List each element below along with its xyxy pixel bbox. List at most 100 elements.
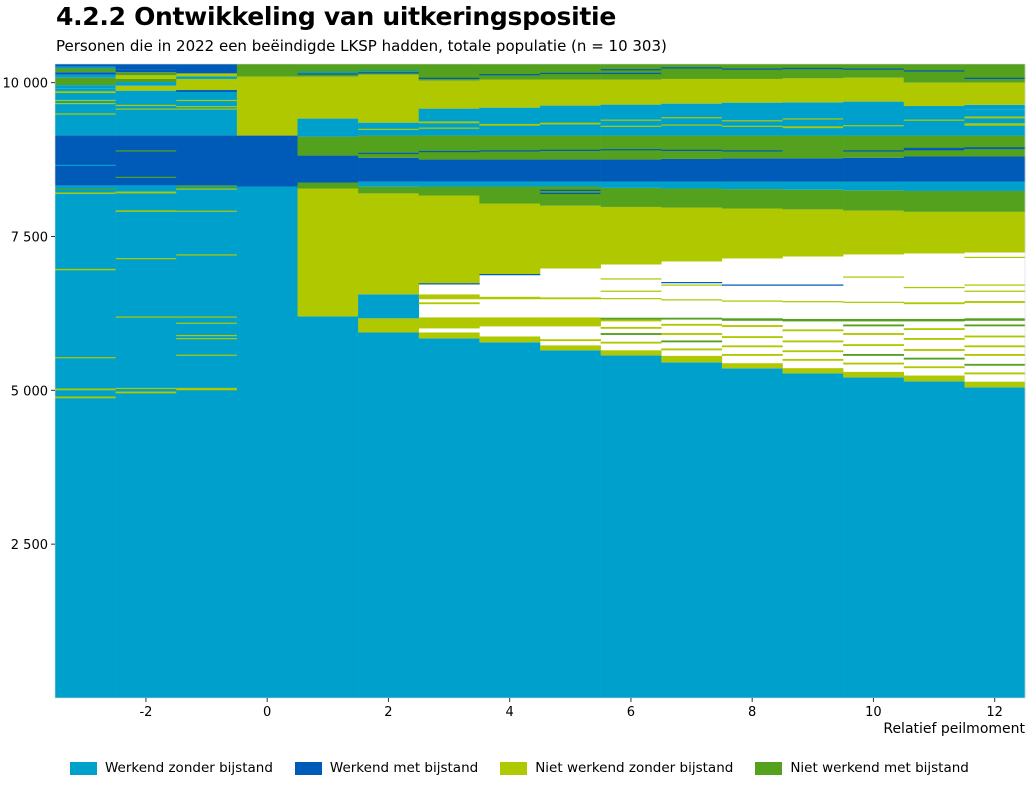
chart-title: 4.2.2 Ontwikkeling van uitkeringspositie — [56, 2, 616, 31]
sequence-segment — [540, 339, 601, 342]
sequence-segment — [418, 77, 480, 79]
x-tick-label: 0 — [263, 705, 271, 720]
sequence-segment — [358, 186, 420, 194]
sequence-segment — [843, 301, 905, 303]
sequence-segment — [176, 73, 238, 77]
sequence-segment — [479, 342, 541, 698]
sequence-segment — [782, 181, 844, 190]
sequence-segment — [661, 284, 723, 286]
sequence-segment — [297, 118, 359, 137]
sequence-segment — [661, 362, 723, 698]
sequence-segment — [540, 181, 601, 187]
sequence-segment — [600, 69, 662, 71]
sequence-segment — [661, 340, 723, 343]
sequence-segment — [843, 135, 905, 158]
sequence-segment — [479, 203, 541, 275]
legend-swatch — [755, 761, 783, 775]
sequence-segment — [843, 190, 905, 211]
sequence-segment — [479, 150, 541, 152]
sequence-segment — [721, 150, 783, 152]
sequence-segment — [358, 294, 420, 319]
sequence-segment — [418, 302, 480, 305]
sequence-segment — [55, 135, 116, 186]
legend: Werkend zonder bijstand Werkend met bijs… — [70, 760, 969, 776]
sequence-segment — [176, 90, 238, 136]
legend-item: Niet werkend met bijstand — [755, 760, 969, 776]
sequence-segment — [115, 108, 177, 110]
sequence-segment — [600, 319, 662, 322]
sequence-segment — [55, 188, 116, 190]
sequence-segment — [721, 189, 783, 209]
sequence-segment — [721, 120, 783, 122]
sequence-segment — [176, 254, 238, 256]
y-tick-label: 2 500 — [11, 538, 48, 553]
sequence-segment — [903, 328, 965, 331]
sequence-segment — [721, 368, 783, 698]
sequence-segment — [843, 371, 905, 378]
sequence-segment — [721, 336, 783, 339]
sequence-segment — [661, 348, 723, 351]
sequence-segment — [479, 274, 541, 276]
x-tick-label: 6 — [627, 705, 635, 720]
sequence-segment — [661, 355, 723, 363]
sequence-segment — [843, 181, 905, 191]
sequence-segment — [115, 150, 177, 152]
legend-label: Niet werkend met bijstand — [790, 760, 969, 776]
sequence-segment — [721, 68, 783, 70]
sequence-segment — [176, 185, 238, 188]
sequence-segment — [176, 316, 238, 318]
sequence-segment — [721, 158, 783, 182]
sequence-segment — [843, 362, 905, 365]
sequence-segment — [782, 301, 844, 303]
sequence-segment — [600, 278, 662, 280]
sequence-segment — [358, 332, 420, 698]
sequence-segment — [55, 91, 116, 94]
sequence-segment — [661, 67, 723, 69]
y-tick-label: 5 000 — [11, 384, 48, 399]
sequence-segment — [903, 286, 965, 289]
sequence-segment — [843, 77, 905, 102]
sequence-segment — [297, 64, 359, 77]
axes: 2 500 5 000 7 500 10 000 -2 0 2 4 6 8 10 12 — [3, 63, 1026, 720]
sequence-segment — [964, 116, 1026, 119]
sequence-segment — [540, 122, 601, 125]
sequence-segment — [782, 318, 844, 322]
sequence-segment — [418, 127, 480, 129]
sequence-segment — [55, 396, 116, 399]
sequence-segment — [721, 125, 783, 127]
sequence-segment — [358, 318, 420, 333]
sequence-segment — [843, 333, 905, 335]
sequence-segment — [418, 181, 480, 187]
sequence-segment — [297, 316, 359, 698]
sequence-segment — [115, 104, 177, 107]
sequence-segment — [600, 206, 662, 265]
sequence-segment — [418, 294, 480, 300]
sequence-segment — [964, 190, 1026, 212]
sequence-segment — [418, 135, 480, 160]
sequence-segment — [964, 335, 1026, 338]
sequence-segment — [55, 68, 116, 73]
sequence-segment — [479, 64, 541, 80]
sequence-segment — [903, 70, 965, 72]
x-axis-label: Relatief peilmoment — [883, 721, 1025, 737]
sequence-segment — [479, 181, 541, 187]
sequence-segment — [661, 135, 723, 159]
sequence-segment — [782, 373, 844, 698]
sequence-segment — [600, 333, 662, 335]
sequence-segment — [661, 181, 723, 189]
sequence-segment — [721, 181, 783, 190]
sequence-segment — [964, 135, 1026, 157]
legend-label: Niet werkend zonder bijstand — [535, 760, 734, 776]
sequence-segment — [115, 90, 177, 136]
sequence-segment — [964, 324, 1026, 327]
sequence-segment — [661, 78, 723, 104]
sequence-segment — [843, 377, 905, 698]
sequence-segment — [297, 73, 359, 75]
x-tick-label: 8 — [748, 705, 756, 720]
sequence-segment — [721, 102, 783, 136]
sequence-segment — [55, 64, 116, 67]
x-tick-label: 4 — [506, 705, 514, 720]
sequence-segment — [540, 317, 601, 327]
sequence-segment — [964, 77, 1026, 79]
sequence-segment — [55, 88, 116, 136]
